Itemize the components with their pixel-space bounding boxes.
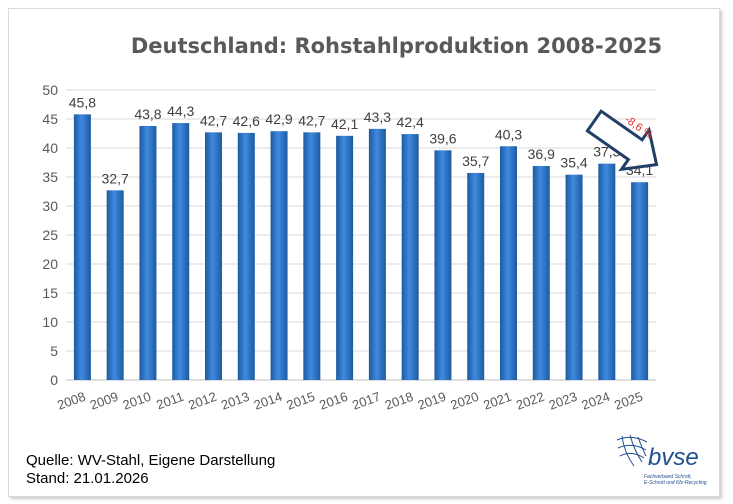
bar-2008 (73, 114, 91, 381)
x-tick-label: 2022 (514, 389, 546, 413)
x-tick-label: 2010 (121, 389, 153, 413)
x-tick-label: 2024 (580, 389, 612, 413)
y-tick-label: 45 (42, 111, 58, 127)
bar-2011 (172, 123, 190, 380)
bar-2021 (500, 146, 517, 380)
y-tick-label: 15 (42, 285, 58, 301)
data-label: 44,3 (167, 103, 194, 119)
x-tick-label: 2017 (350, 389, 382, 413)
y-tick-label: 5 (50, 343, 58, 359)
bvse-logo: bvse Fachverband Schrott, E-Schrott und K… (612, 432, 722, 498)
y-tick-label: 10 (42, 314, 58, 330)
x-tick-label: 2025 (612, 389, 644, 413)
data-label: 39,6 (429, 130, 456, 146)
x-tick-label: 2012 (186, 389, 218, 413)
bar-2012 (205, 132, 222, 380)
y-tick-label: 40 (42, 140, 58, 156)
bar-2013 (237, 132, 255, 380)
x-tick-label: 2016 (317, 389, 349, 413)
data-label: 42,1 (331, 116, 358, 132)
y-tick-label: 20 (42, 256, 58, 272)
data-label: 42,4 (397, 114, 424, 130)
data-label: 42,7 (298, 112, 325, 128)
x-tick-label: 2013 (219, 389, 251, 413)
y-tick-label: 35 (42, 169, 58, 185)
chart-frame (8, 8, 720, 497)
bar-2020 (467, 172, 485, 380)
data-label: 40,3 (495, 126, 522, 142)
x-tick-label: 2019 (416, 389, 448, 413)
x-tick-label: 2008 (55, 389, 87, 413)
x-tick-label: 2023 (547, 389, 579, 413)
x-tick-label: 2020 (448, 389, 480, 413)
data-label: 42,6 (233, 113, 260, 129)
globe-icon (616, 434, 648, 467)
x-tick-label: 2018 (383, 389, 415, 413)
bar-2016 (336, 135, 354, 380)
y-tick-label: 0 (50, 372, 58, 388)
bar-2009 (106, 190, 124, 380)
bar-2017 (368, 128, 386, 380)
data-label: 45,8 (69, 94, 96, 110)
bar-2025 (631, 182, 649, 380)
y-tick-label: 25 (42, 227, 58, 243)
data-label: 42,7 (200, 112, 227, 128)
data-label: 35,7 (462, 153, 489, 169)
chart-title: Deutschland: Rohstahlproduktion 2008-202… (130, 34, 663, 58)
x-tick-label: 2014 (252, 389, 284, 413)
trend-arrow-icon (585, 109, 659, 172)
bar-2022 (532, 165, 550, 380)
bar-2019 (434, 150, 452, 380)
y-tick-label: 50 (42, 82, 58, 98)
bar-2015 (303, 132, 321, 380)
x-tick-label: 2015 (285, 389, 317, 413)
x-tick-label: 2011 (154, 389, 185, 413)
data-label: 42,9 (265, 111, 292, 127)
bar-2024 (598, 163, 616, 380)
data-label: 43,8 (134, 106, 161, 122)
source-text: Quelle: WV-Stahl, Eigene Darstellung (26, 452, 276, 469)
bar-2023 (565, 174, 583, 380)
data-label: 43,3 (364, 109, 391, 125)
data-label: 35,4 (560, 155, 587, 171)
bar-2010 (139, 125, 157, 381)
x-tick-label: 2009 (88, 389, 120, 413)
x-tick-label: 2021 (481, 389, 513, 413)
bar-2014 (270, 131, 288, 380)
data-label: 32,7 (102, 170, 129, 186)
source-note: Quelle: WV-Stahl, Eigene Darstellung Sta… (26, 452, 275, 488)
bar-2018 (401, 134, 419, 380)
data-label: 36,9 (528, 146, 555, 162)
date-text: Stand: 21.01.2026 (26, 470, 149, 487)
y-tick-label: 30 (42, 198, 58, 214)
